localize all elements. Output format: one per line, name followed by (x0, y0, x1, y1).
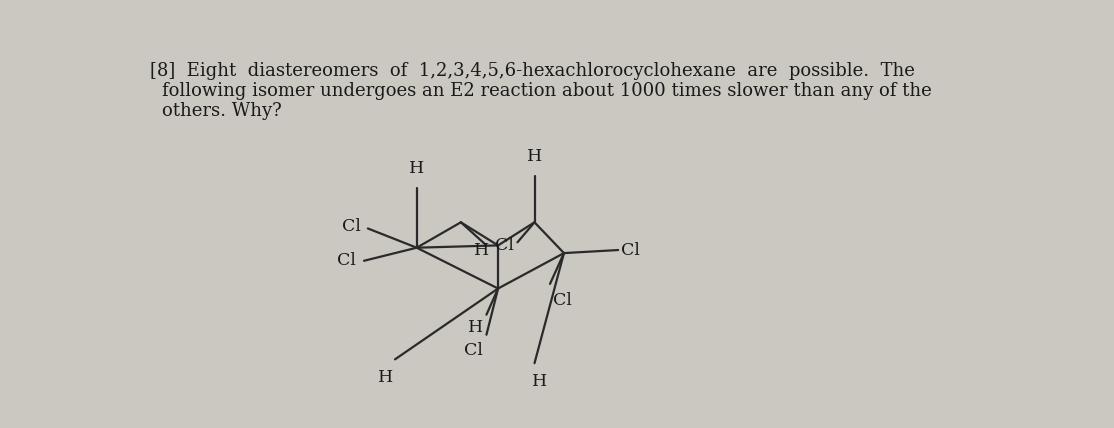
Text: Cl: Cl (342, 218, 361, 235)
Text: Cl: Cl (622, 241, 641, 259)
Text: H: H (378, 369, 393, 386)
Text: H: H (468, 319, 483, 336)
Text: following isomer undergoes an E2 reaction about 1000 times slower than any of th: following isomer undergoes an E2 reactio… (163, 82, 932, 100)
Text: Cl: Cl (465, 342, 483, 360)
Text: Cl: Cl (553, 291, 571, 309)
Text: Cl: Cl (338, 252, 356, 269)
Text: H: H (475, 241, 489, 259)
Text: H: H (531, 373, 547, 390)
Text: [8]  Eight  diastereomers  of  1,2,3,4,5,6-hexachlorocyclohexane  are  possible.: [8] Eight diastereomers of 1,2,3,4,5,6-h… (150, 62, 915, 80)
Text: H: H (409, 160, 424, 177)
Text: Cl: Cl (496, 237, 515, 254)
Text: H: H (527, 149, 543, 165)
Text: others. Why?: others. Why? (163, 102, 282, 120)
